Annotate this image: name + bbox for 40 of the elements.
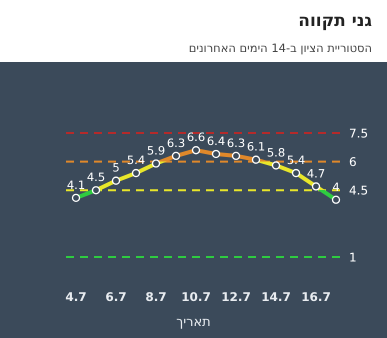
data-label: 4.7 (306, 166, 326, 180)
ref-line-label: 6 (349, 155, 357, 170)
x-tick-label: 12.7 (221, 290, 251, 304)
point (152, 159, 160, 168)
x-tick-label: 16.7 (301, 290, 331, 304)
data-label: 4.5 (86, 170, 106, 184)
data-label: 5.8 (266, 145, 286, 160)
x-tick-label: 8.7 (145, 290, 167, 304)
data-label: 5.4 (286, 153, 306, 168)
point (92, 186, 100, 194)
x-tick-label: 14.7 (261, 290, 291, 304)
data-label: 6.4 (206, 134, 226, 148)
x-tick-label: 6.7 (105, 290, 127, 304)
chart-title: גני תקווה (298, 11, 372, 31)
point (332, 196, 340, 204)
chart-subtitle: הסטוריית הציון ב-14 הימים האחרונים (188, 41, 372, 55)
data-label: 6.6 (186, 130, 206, 144)
ref-line-label: 1 (349, 250, 357, 264)
point (252, 156, 260, 164)
data-label: 6.3 (226, 136, 246, 150)
point (112, 176, 120, 185)
point (72, 194, 80, 202)
point (212, 150, 220, 158)
data-label: 5 (112, 160, 120, 175)
x-tick-label: 4.7 (65, 290, 87, 304)
point (192, 146, 200, 154)
data-label: 6.1 (246, 140, 266, 154)
data-label: 6.3 (166, 136, 186, 150)
x-axis-title: תאריך (176, 315, 211, 330)
ref-line-label: 7.5 (349, 126, 368, 140)
ref-line-label: 4.5 (349, 184, 368, 198)
point (292, 168, 300, 178)
data-label: 5.9 (146, 144, 166, 158)
x-tick-label: 10.7 (181, 290, 211, 304)
point (232, 152, 240, 160)
point (272, 161, 280, 170)
point (172, 152, 180, 160)
point (132, 168, 140, 178)
data-label: 4.1 (66, 178, 86, 192)
point (312, 182, 320, 191)
